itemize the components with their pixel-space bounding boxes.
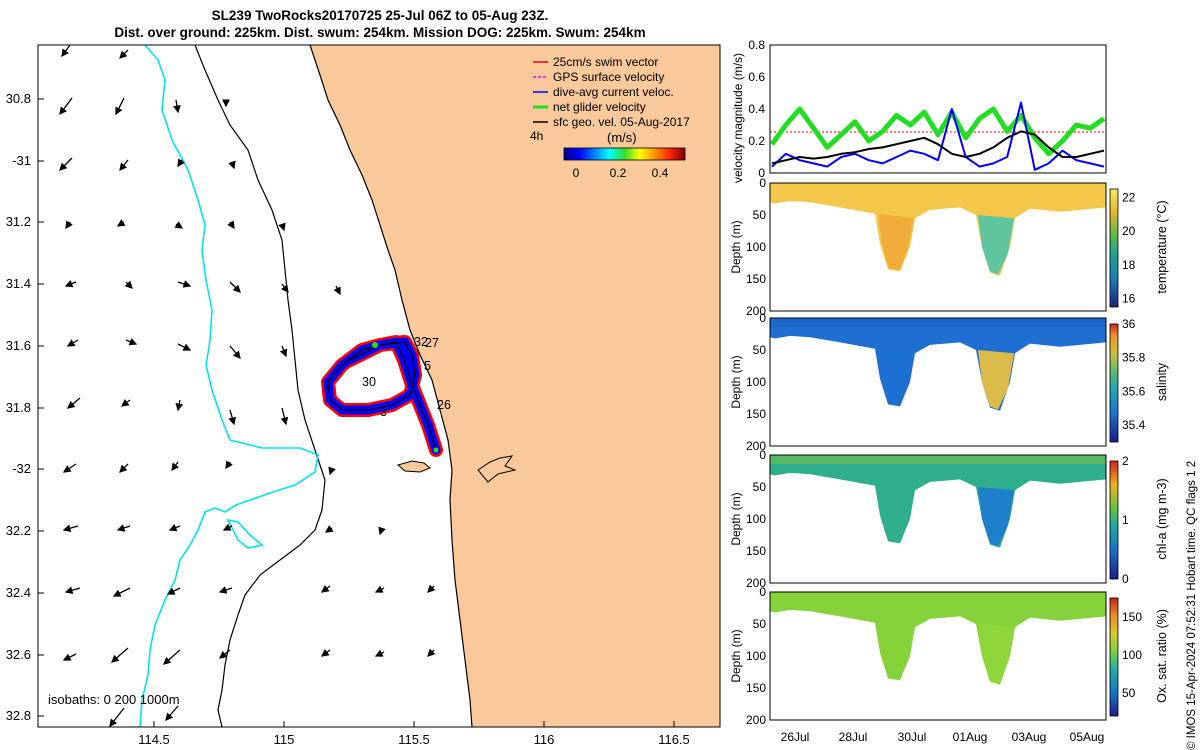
track-label: 26 [437,398,451,412]
colorbar-tick: 0.2 [610,166,627,180]
colorbar-unit: (m/s) [607,130,637,145]
map-y-tick-label: 31.8 [6,400,31,415]
colorbar-tick-label: 1 [1122,513,1129,527]
figure-canvas: 32 27 5 30 26 3 114.5 115 115.5 116 116.… [0,0,1200,750]
vel-y-tick: 0.2 [748,134,765,148]
map-x-tick-label: 115.5 [398,732,430,747]
depth-tick-label: 0 [759,585,766,599]
vel-y-tick: 0.8 [748,38,765,52]
depth-axis-label: Depth (m) [729,492,743,545]
depth-tick-label: 100 [746,375,766,389]
depth-axis-label: Depth (m) [729,355,743,408]
time-tick-label: 30Jul [898,730,927,744]
colorbar-tick-label: 2 [1122,454,1129,468]
depth-tick-label: 150 [746,407,766,421]
colorbar-tick-label: 100 [1122,648,1142,662]
legend-time-tag: 4h [530,129,543,143]
oxygen-section-panel: 0 50 100 150 200 Depth (m) 50 100 150 Ox. sat. ra… [729,585,1169,727]
map-y-tick-label: 31.2 [6,214,31,229]
vel-y-tick: 0.4 [748,102,765,116]
map-y-tick-label: -31 [12,153,31,168]
depth-tick-label: 0 [759,176,766,190]
map-x-tick-label: 115 [274,732,295,747]
depth-tick-label: 150 [746,544,766,558]
salinity-colorbar [1110,324,1118,442]
salinity-colorbar-label: salinity [1155,362,1169,401]
colorbar-tick: 0.4 [652,166,669,180]
depth-tick-label: 50 [753,480,767,494]
salinity-section-panel: 0 50 100 150 200 Depth (m) 35.4 35.6 35.8 36 salin… [729,311,1169,453]
time-tick-label: 26Jul [781,730,810,744]
temperature-colorbar [1110,189,1118,307]
temperature-colorbar-label: temperature (°C) [1155,200,1169,293]
colorbar-tick-label: 16 [1122,292,1136,306]
time-tick-label: 28Jul [839,730,868,744]
depth-tick-label: 100 [746,649,766,663]
oxygen-colorbar-label: Ox. sat. ratio (%) [1155,609,1169,703]
map-panel: 32 27 5 30 26 3 114.5 115 115.5 116 116.… [6,45,720,747]
chl-a-section-panel: 0 50 100 150 200 Depth (m) 0 1 2 chl-a (mg m-3) [729,448,1169,590]
depth-tick-label: 50 [753,208,767,222]
depth-tick-label: 150 [746,272,766,286]
colorbar-tick-label: 18 [1122,258,1136,272]
time-tick-label: 05Aug [1070,730,1105,744]
colorbar-tick-label: 22 [1122,190,1136,204]
depth-axis-label: Depth (m) [729,220,743,273]
map-y-tick-label: 32.8 [6,708,31,723]
colorbar-tick-label: 0 [1122,572,1129,586]
depth-tick-label: 100 [746,512,766,526]
map-x-tick-label: 116.5 [658,732,690,747]
legend-entry: dive-avg current veloc. [553,85,674,99]
colorbar-tick-label: 150 [1122,610,1142,624]
speed-colorbar [564,148,685,160]
map-y-tick-label: 32.6 [6,647,31,662]
legend-entry: sfc geo. vel. 05-Aug-2017 [553,115,690,129]
time-tick-label: 03Aug [1012,730,1047,744]
colorbar-tick-label: 20 [1122,224,1136,238]
time-axis: 26Jul 28Jul 30Jul 01Aug 03Aug 05Aug [781,730,1105,744]
colorbar-tick-label: 36 [1122,317,1136,331]
map-y-tick-label: 30.8 [6,91,31,106]
track-label: 30 [362,375,376,389]
legend-entry: net glider velocity [553,100,646,114]
chl-a-colorbar-label: chl-a (mg m-3) [1155,478,1169,559]
time-tick-label: 01Aug [953,730,988,744]
track-label: 5 [424,359,431,373]
map-x-tick-label: 114.5 [138,732,170,747]
depth-tick-label: 200 [746,713,766,727]
depth-tick-label: 100 [746,240,766,254]
depth-tick-label: 150 [746,681,766,695]
depth-tick-label: 0 [759,311,766,325]
colorbar-tick-label: 35.8 [1122,351,1146,365]
colorbar-tick-label: 35.4 [1122,418,1146,432]
vel-y-tick: 0.6 [748,70,765,84]
depth-tick-label: 50 [753,343,767,357]
oxygen-colorbar [1110,598,1118,716]
legend-entry: GPS surface velocity [553,70,664,84]
velocity-panel: 0 0.2 0.4 0.6 0.8 velocity magnitude (m/… [731,38,1106,183]
isobath-caption: isobaths: 0 200 1000m [48,692,180,707]
map-y-tick-label: 32.2 [6,523,31,538]
colorbar-tick-label: 35.6 [1122,384,1146,398]
depth-axis-label: Depth (m) [729,629,743,682]
chl-a-colorbar [1110,461,1118,579]
map-y-tick-label: 31.6 [6,338,31,353]
colorbar-tick-label: 50 [1122,686,1136,700]
map-x-tick-label: 116 [534,732,555,747]
depth-tick-label: 0 [759,448,766,462]
vel-ylabel: velocity magnitude (m/s) [731,53,745,183]
colorbar-tick: 0 [573,166,580,180]
legend-entry: 25cm/s swim vector [553,55,658,69]
track-label: 3 [380,405,387,419]
temperature-section-panel: 0 50 100 150 200 Depth (m) 16 18 20 22 temperature… [729,176,1169,318]
depth-tick-label: 50 [753,617,767,631]
map-y-tick-label: 31.4 [6,276,31,291]
map-y-tick-label: 32.4 [6,585,31,600]
track-label: 27 [425,336,439,350]
map-y-tick-label: -32 [12,461,31,476]
